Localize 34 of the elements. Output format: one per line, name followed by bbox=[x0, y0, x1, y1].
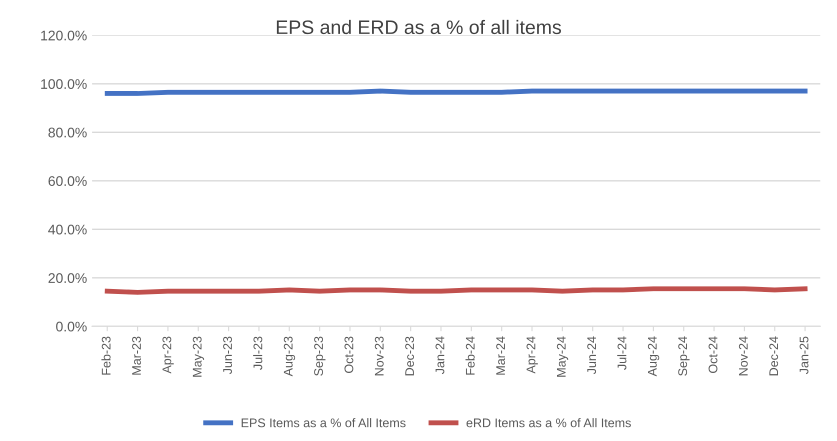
x-tick-label: Jul-24 bbox=[617, 336, 626, 370]
x-tick-label: Oct-24 bbox=[708, 336, 718, 373]
x-tick-label: Mar-24 bbox=[496, 336, 506, 375]
x-tick-label: Jun-24 bbox=[587, 336, 596, 374]
y-tick-label: 120.0% bbox=[41, 30, 87, 40]
x-tick-label: Dec-24 bbox=[769, 336, 778, 376]
x-tick-label: Jul-23 bbox=[253, 336, 262, 370]
y-tick-label: 40.0% bbox=[48, 224, 87, 234]
x-tick-label: Jan-24 bbox=[436, 336, 444, 374]
legend-label: eRD Items as a % of All Items bbox=[466, 418, 631, 428]
x-tick-label: Jun-23 bbox=[223, 336, 232, 374]
x-tick-label: Aug-24 bbox=[648, 336, 660, 376]
y-tick-label: 80.0% bbox=[48, 128, 87, 138]
x-tick-label: Aug-23 bbox=[284, 336, 296, 376]
x-tick-label: Oct-23 bbox=[344, 336, 354, 373]
x-tick-label: Nov-23 bbox=[374, 336, 384, 376]
chart-title: EPS and ERD as a % of all items bbox=[276, 20, 561, 34]
x-tick-label: Nov-24 bbox=[738, 336, 748, 376]
y-tick-label: 100.0% bbox=[41, 79, 87, 89]
x-tick-label: Sep-24 bbox=[678, 336, 690, 376]
x-tick-label: May-23 bbox=[192, 336, 204, 377]
x-tick-label: Apr-24 bbox=[526, 336, 538, 374]
y-tick-label: 0.0% bbox=[56, 322, 87, 332]
x-tick-label: Apr-23 bbox=[162, 336, 174, 374]
y-tick-label: 60.0% bbox=[48, 176, 87, 186]
x-tick-label: Sep-23 bbox=[314, 336, 326, 376]
x-tick-label: Dec-23 bbox=[405, 336, 414, 376]
x-tick-label: Mar-23 bbox=[132, 336, 141, 375]
legend-label: EPS Items as a % of All Items bbox=[242, 418, 406, 428]
y-tick-label: 20.0% bbox=[48, 273, 87, 283]
x-tick-label: Jan-25 bbox=[800, 336, 808, 374]
x-tick-label: Feb-23 bbox=[101, 336, 111, 375]
x-tick-label: Feb-24 bbox=[466, 336, 475, 375]
x-tick-label: May-24 bbox=[556, 336, 568, 377]
